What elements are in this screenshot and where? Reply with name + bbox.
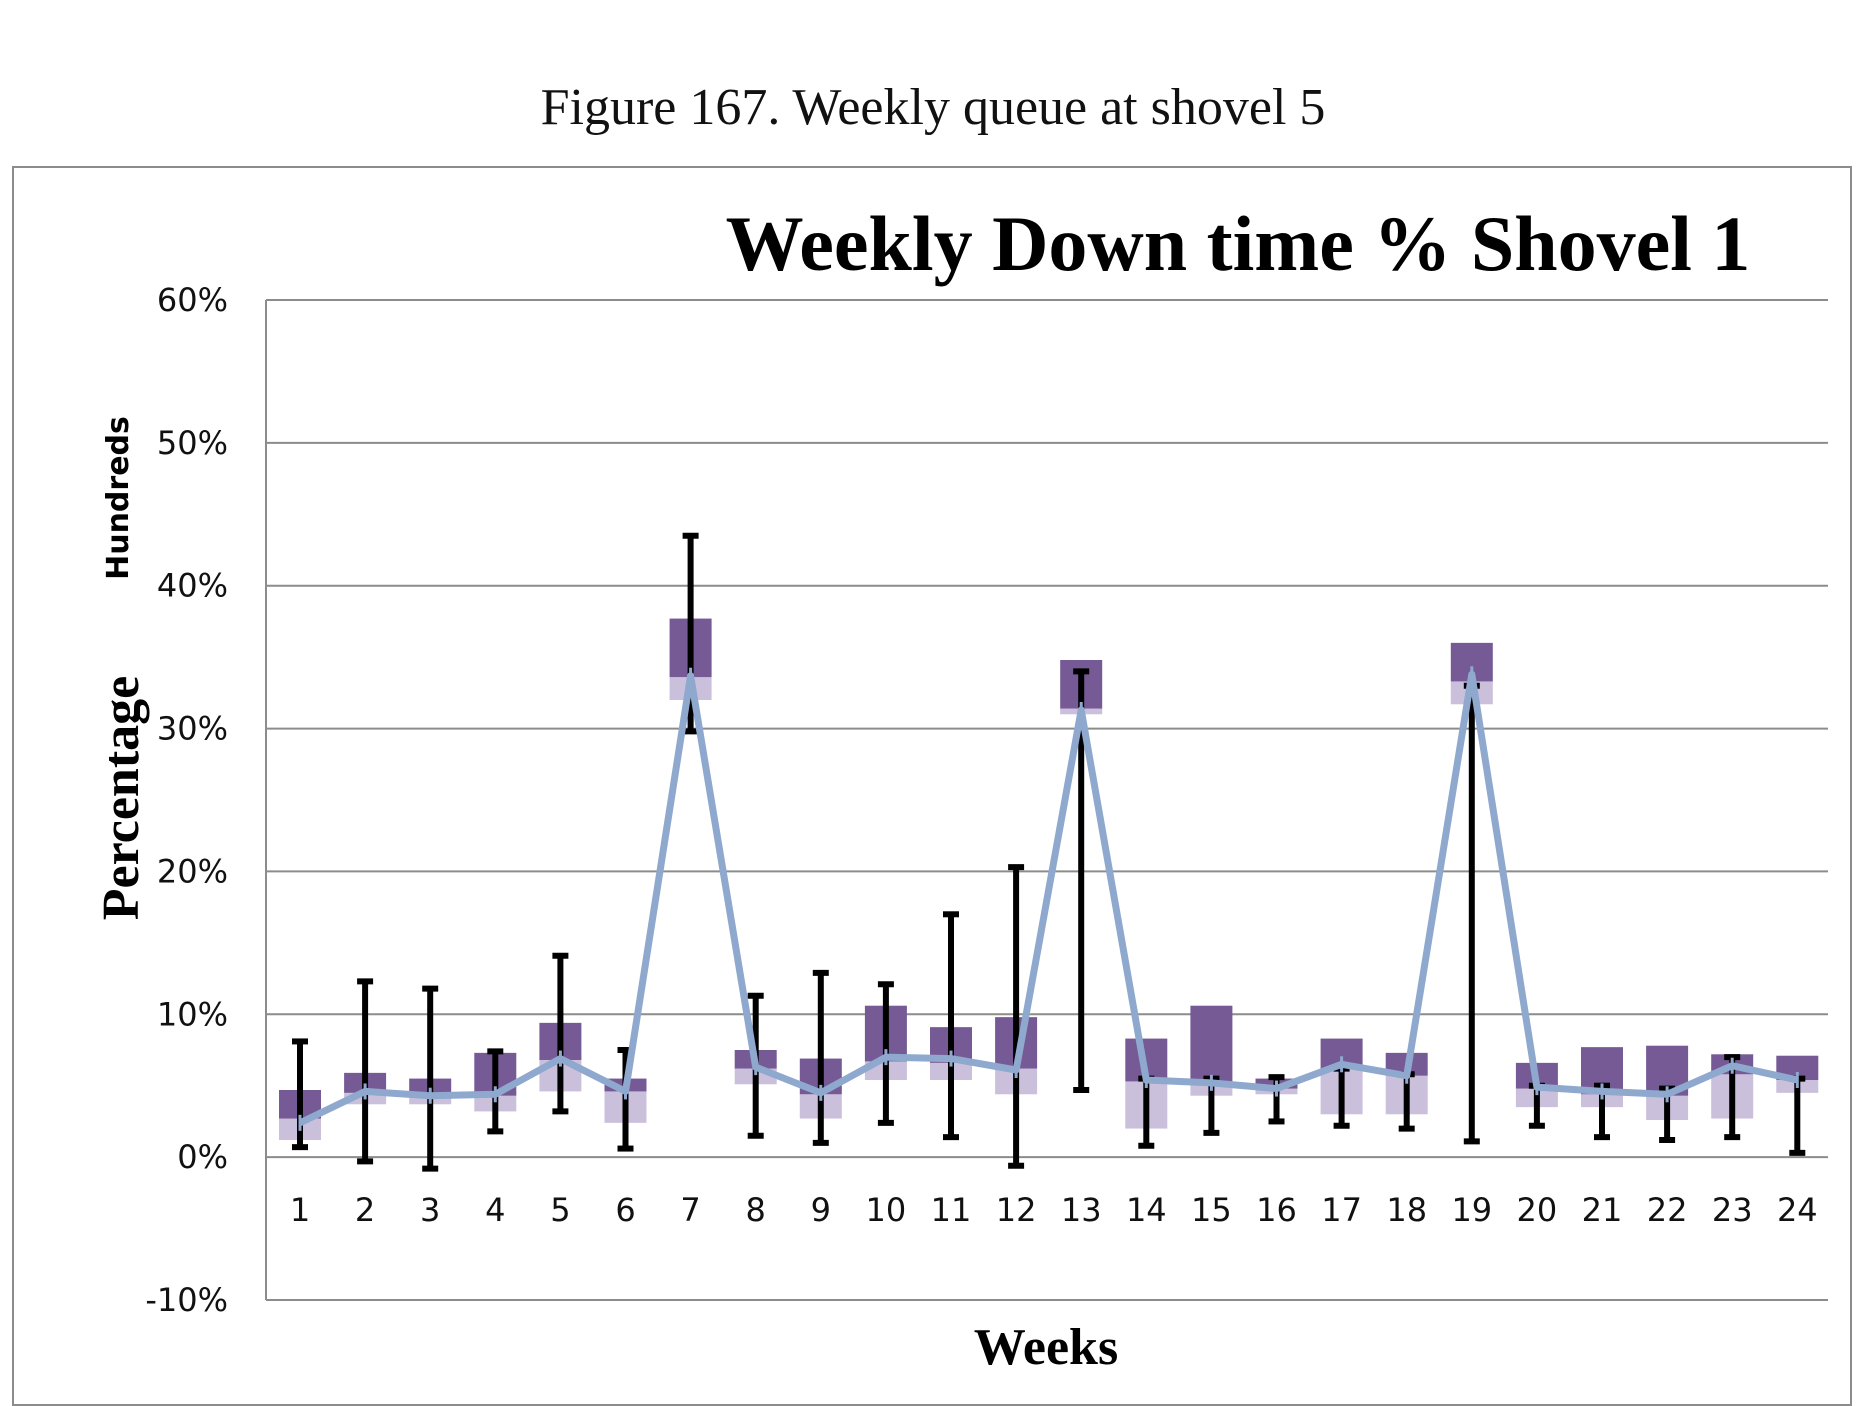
mean-line-series [298,666,1799,1131]
y-tick-label: 30% [157,710,228,748]
x-tick-label: 4 [485,1191,505,1229]
x-tick-label: 14 [1126,1191,1167,1229]
x-tick-label: 15 [1191,1191,1232,1229]
y-tick-label: -10% [145,1281,228,1319]
x-tick-label: 6 [615,1191,635,1229]
x-tick-label: 21 [1582,1191,1623,1229]
x-tick-label: 19 [1451,1191,1492,1229]
whisker-series [292,532,1806,1172]
x-tick-label: 20 [1517,1191,1558,1229]
x-tick-label: 23 [1712,1191,1753,1229]
chart-title: Weekly Down time % Shovel 1 [726,200,1751,287]
x-tick-label: 22 [1647,1191,1688,1229]
x-tick-label: 8 [746,1191,766,1229]
figure-caption: Figure 167. Weekly queue at shovel 5 [540,79,1326,136]
box-upper-week-15 [1190,1005,1233,1082]
y-tick-label: 40% [157,567,228,605]
chart-canvas: Weekly Down time % Shovel 1 -10% 0% 10% 20%… [93,200,1828,1376]
x-tick-label: 11 [931,1191,972,1229]
x-tick-label: 2 [355,1191,375,1229]
x-tick-label: 1 [290,1191,310,1229]
y-axis-ticks: -10% 0% 10% 20% 30% 40% 50% 60% [145,281,228,1319]
y-tick-label: 60% [157,281,228,319]
x-tick-label: 9 [811,1191,831,1229]
x-axis-ticks: 1 2 3 4 5 6 7 8 9 10 11 12 13 14 15 16 17 18 19 20 21 22 23 24 [290,1191,1818,1229]
x-tick-label: 10 [866,1191,907,1229]
x-tick-label: 3 [420,1191,440,1229]
x-tick-label: 16 [1256,1191,1297,1229]
y-tick-label: 0% [177,1138,228,1176]
x-tick-label: 13 [1061,1191,1102,1229]
gridlines [265,299,1828,1301]
x-tick-label: 17 [1321,1191,1362,1229]
chart-frame: Weekly Down time % Shovel 1 -10% 0% 10% 20%… [12,166,1852,1406]
x-axis-title: Weeks [974,1319,1118,1376]
x-tick-label: 18 [1386,1191,1427,1229]
y-axis-units-label: Hundreds [101,416,136,580]
x-tick-label: 5 [550,1191,570,1229]
x-tick-label: 24 [1777,1191,1818,1229]
y-tick-label: 50% [157,424,228,462]
y-axis-title: Percentage [93,676,150,920]
x-tick-label: 7 [680,1191,700,1229]
mean-line [298,670,1799,1127]
y-tick-label: 20% [157,852,228,890]
x-tick-label: 12 [996,1191,1037,1229]
y-tick-label: 10% [157,995,228,1033]
